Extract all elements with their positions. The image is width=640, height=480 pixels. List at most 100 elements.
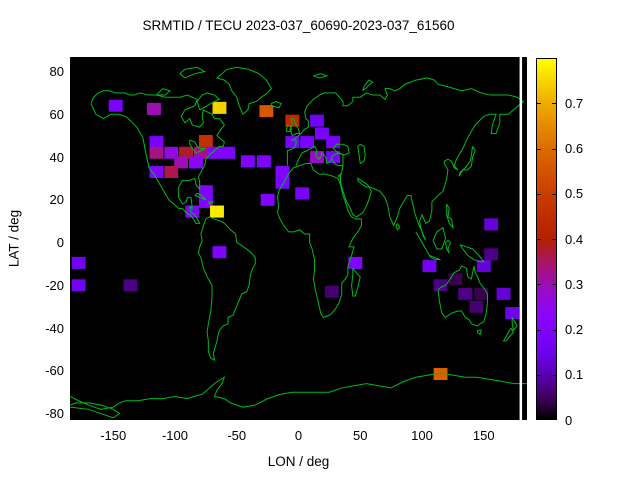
y-tick-label: 20 — [49, 192, 64, 208]
heatmap-cell — [193, 146, 208, 159]
heatmap-cell — [496, 287, 511, 300]
heatmap-cell — [422, 260, 437, 273]
heatmap-cell — [149, 166, 164, 179]
plot-title: SRMTID / TECU 2023-037_60690-2023-037_61… — [142, 18, 455, 33]
coastline — [198, 217, 255, 360]
coastline — [286, 125, 291, 131]
y-axis-title: LAT / deg — [6, 209, 22, 268]
heatmap-cell — [285, 136, 300, 149]
heatmap-cell — [210, 205, 224, 218]
heatmap-cell — [484, 218, 499, 231]
heatmap-cell — [505, 307, 520, 320]
coastline — [416, 232, 430, 256]
colorbar-tick-label: 0.4 — [565, 231, 584, 247]
colorbar-tick-label: 0.2 — [565, 322, 584, 337]
heatmap-cell — [326, 136, 341, 149]
heatmap-cell — [324, 285, 339, 298]
plot-area — [70, 57, 527, 420]
heatmap-cell — [476, 260, 491, 273]
colorbar-tick-mark — [552, 103, 556, 104]
heatmap-cell — [259, 105, 274, 118]
coastline — [512, 317, 517, 330]
coastline — [504, 328, 514, 341]
heatmap-cell — [315, 127, 329, 140]
colorbar-tick-mark — [537, 239, 541, 240]
x-axis-title: LON / deg — [267, 454, 330, 469]
heatmap-cell — [256, 155, 271, 168]
heatmap-cell — [108, 99, 123, 112]
coastline — [190, 140, 205, 153]
coastline — [296, 146, 343, 165]
coastline — [459, 146, 475, 176]
heatmap-cell — [300, 136, 315, 149]
world-heatmap-svg — [70, 57, 527, 420]
heatmap-cell — [164, 146, 179, 159]
heatmap-cell — [179, 146, 194, 159]
colorbar-tick-mark — [552, 330, 556, 331]
heatmap-cell — [433, 368, 448, 381]
coastline — [460, 245, 483, 262]
colorbar-tick-mark — [552, 375, 556, 376]
coastline — [338, 166, 343, 177]
coastline — [445, 240, 450, 253]
x-tick-label: -100 — [161, 428, 188, 443]
coastline — [478, 330, 482, 334]
coastline — [396, 223, 400, 229]
heatmap-cell — [164, 166, 179, 179]
coastline — [70, 373, 527, 409]
heatmap-cell — [71, 256, 86, 269]
colorbar-tick-label: 0 — [565, 412, 573, 428]
y-tick-label: 40 — [49, 149, 64, 165]
colorbar-tick-mark — [552, 149, 556, 150]
heatmap-cell — [212, 101, 227, 114]
heatmap-cell — [484, 248, 499, 261]
colorbar-tick-mark — [537, 103, 541, 104]
heatmap-cell — [174, 156, 189, 169]
coastline — [429, 255, 440, 259]
coastline — [156, 89, 170, 95]
colorbar-tick-mark — [552, 239, 556, 240]
x-tick-label: 50 — [353, 428, 368, 443]
colorbar-tick-mark — [537, 194, 541, 195]
coastline — [195, 193, 206, 199]
heatmap-cell — [149, 136, 164, 149]
colorbar-tick-mark — [537, 149, 541, 150]
colorbar-tick-mark — [552, 284, 556, 285]
heatmap-cell — [149, 146, 164, 159]
colorbar-tick-label: 0.6 — [565, 141, 584, 156]
heatmap-cell — [433, 279, 448, 292]
heatmap-cell — [147, 102, 161, 115]
heatmap-cell — [198, 185, 213, 198]
x-tick-label: -50 — [227, 428, 247, 443]
coastline — [208, 202, 213, 204]
heatmap-cell — [295, 187, 310, 200]
heatmap-cell — [469, 300, 484, 313]
x-tick-label: 0 — [294, 428, 303, 443]
coastline — [271, 101, 281, 107]
coastline — [197, 93, 219, 110]
coastline — [70, 403, 119, 418]
colorbar-tick-label: 0.3 — [565, 276, 584, 292]
colorbar-tick-mark — [537, 284, 541, 285]
heatmap-cell — [310, 114, 324, 127]
heatmap-cell — [189, 156, 203, 169]
coastline — [278, 163, 362, 317]
heatmap-cell — [275, 176, 290, 189]
heatmap-cell — [212, 246, 227, 259]
colorbar-tick-mark — [537, 375, 541, 376]
x-tick-label: 100 — [411, 428, 433, 443]
coastline — [447, 204, 453, 228]
y-tick-label: 60 — [49, 106, 64, 122]
heatmap-cell — [458, 287, 473, 300]
colorbar — [536, 58, 557, 420]
coastline — [363, 80, 373, 91]
coastline — [313, 74, 327, 78]
heatmap-cell — [348, 256, 363, 269]
y-tick-label: 0 — [56, 235, 64, 251]
coastline — [287, 78, 523, 240]
heatmap-cell — [260, 193, 275, 206]
heatmap-cell — [198, 195, 213, 208]
y-tick-label: -40 — [45, 320, 64, 336]
coastline — [180, 67, 205, 78]
